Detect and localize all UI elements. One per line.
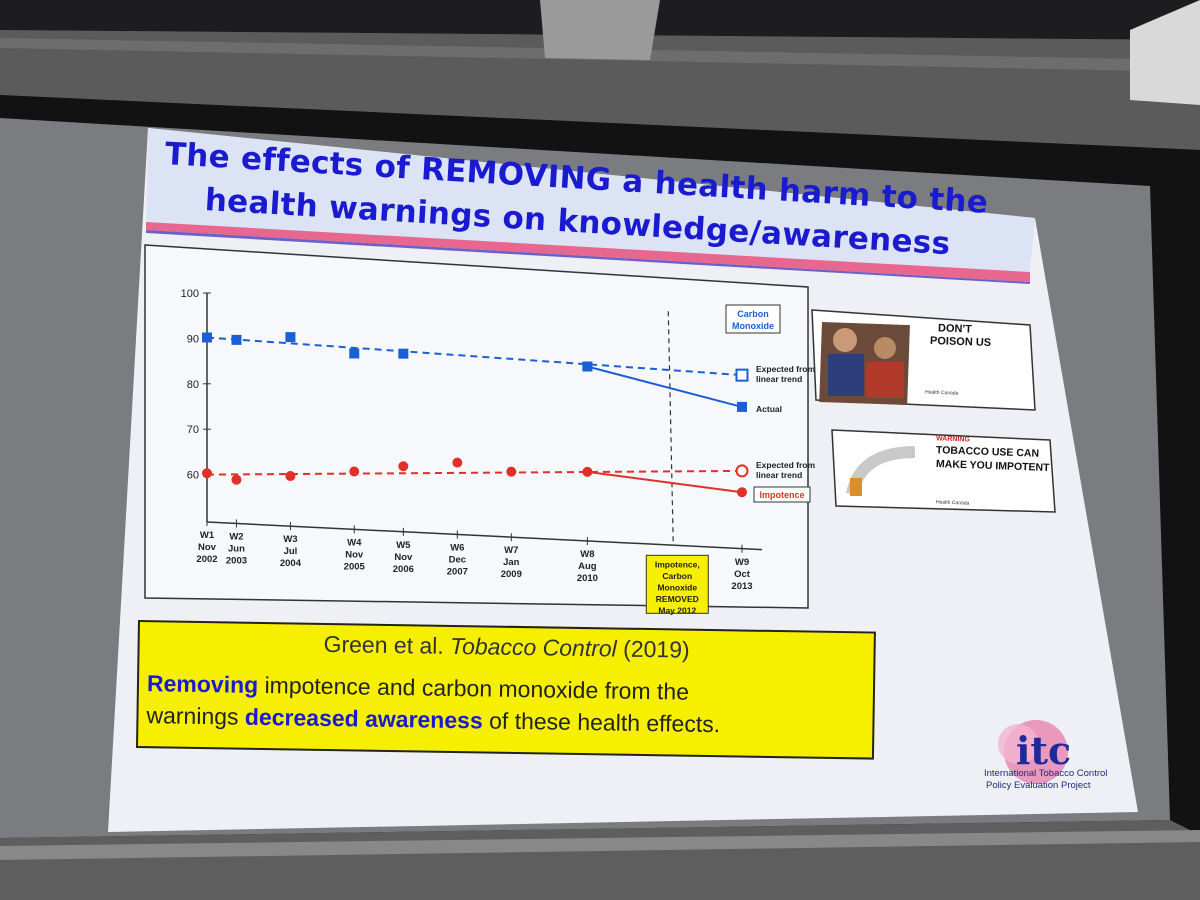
expected-label-0-0: Expected from: [756, 364, 815, 374]
summary-line-1-rest: impotence and carbon monoxide from the: [257, 671, 690, 705]
point-1-5: [452, 457, 463, 468]
itc-logo-text: itc: [1016, 728, 1071, 773]
point-1-2: [285, 471, 296, 482]
series-name-1: Impotence: [759, 490, 804, 500]
x-tick-label-5-0: W6: [450, 543, 464, 554]
x-tick-label-6-2: 2009: [501, 569, 522, 580]
x-tick-label-4-2: 2006: [393, 564, 414, 575]
series-name-box-1: [753, 486, 811, 503]
series-name-box-0: [725, 304, 781, 334]
x-tick-label-8-0: W9: [735, 557, 749, 568]
x-tick-label-3-2: 2005: [344, 561, 366, 572]
x-tick-label-0-1: Nov: [198, 542, 217, 553]
x-tick-label-2-0: W3: [283, 534, 297, 545]
expected-label-1-1: linear trend: [756, 470, 802, 480]
x-tick-label-7-1: Aug: [578, 561, 597, 572]
x-tick-label-5-2: 2007: [447, 567, 468, 578]
series-name-0-a: Carbon: [737, 309, 769, 319]
point-1-0: [202, 468, 212, 479]
summary-line-2: warnings decreased awareness of these he…: [146, 702, 720, 738]
x-tick-label-1-2: 2003: [226, 555, 247, 566]
x-tick-label-3-0: W4: [347, 537, 362, 548]
x-tick-label-8-2: 2013: [731, 581, 752, 592]
x-tick-label-4-1: Nov: [394, 552, 413, 563]
x-tick-label-7-2: 2010: [577, 573, 598, 584]
point-1-6: [506, 466, 517, 477]
x-tick-label-0-2: 2002: [196, 554, 217, 565]
expected-point-0: [735, 368, 749, 382]
x-tick-label-2-1: Jul: [284, 546, 298, 557]
summary-line-2-end: of these health effects.: [482, 707, 721, 738]
trend-line-0: [206, 336, 743, 377]
citation: Green et al. Tobacco Control (2019): [139, 628, 873, 667]
point-0-4: [398, 348, 409, 359]
x-tick-label-3-1: Nov: [345, 549, 364, 560]
warning-2-footer: Health Canada: [935, 499, 970, 507]
summary-line-2-start: warnings: [146, 702, 246, 730]
trend-line-1: [206, 469, 743, 476]
point-0-1: [231, 334, 242, 345]
removal-label-2: Monoxide: [657, 582, 697, 592]
x-tick-label-7-0: W8: [580, 549, 594, 560]
expected-label-0-1: linear trend: [756, 374, 802, 384]
point-1-1: [231, 474, 242, 485]
itc-logo-icon: itc: [998, 720, 1071, 784]
point-1-7: [582, 466, 593, 477]
summary-line-1: Removing impotence and carbon monoxide f…: [147, 670, 689, 706]
removal-box: [645, 554, 709, 614]
x-tick-label-5-1: Dec: [449, 555, 466, 566]
citation-journal: Tobacco Control: [449, 632, 617, 662]
y-tick-label-1: 70: [187, 424, 199, 436]
x-tick-label-1-1: Jun: [228, 543, 245, 554]
x-axis: [206, 521, 763, 551]
y-tick-label-3: 90: [187, 333, 199, 345]
x-tick-label-0-0: W1: [200, 530, 215, 541]
warning-2-tag: WARNING: [935, 435, 970, 444]
actual-point-1: [737, 487, 747, 498]
citation-authors: Green et al.: [323, 630, 444, 659]
point-0-2: [285, 332, 296, 343]
y-tick-label-2: 80: [187, 379, 199, 391]
removal-label-1: Carbon: [662, 571, 692, 581]
chart-panel: [144, 244, 809, 609]
actual-label-0: Actual: [756, 404, 782, 414]
point-0-0: [202, 332, 212, 343]
x-tick-label-6-0: W7: [504, 545, 518, 556]
y-tick-label-0: 60: [187, 470, 199, 482]
point-0-3: [349, 348, 360, 359]
removal-label-0: Impotence,: [655, 559, 700, 569]
x-tick-label-4-0: W5: [396, 540, 411, 551]
actual-line-0: [587, 365, 743, 408]
actual-line-1: [587, 470, 743, 494]
point-1-3: [349, 466, 360, 477]
summary-box: Green et al. Tobacco Control (2019) Remo…: [135, 620, 876, 760]
expected-point-1: [735, 464, 749, 478]
x-tick-label-6-1: Jan: [503, 557, 520, 568]
summary-bold-removing: Removing: [146, 670, 259, 698]
itc-name-line-2: Policy Evaluation Project: [986, 780, 1091, 791]
removal-label-4: May 2012: [658, 605, 696, 615]
summary-bold-decreased: decreased awareness: [244, 703, 483, 734]
x-tick-label-8-1: Oct: [734, 569, 751, 580]
y-tick-label-4: 100: [181, 288, 199, 300]
series-name-0-b: Monoxide: [732, 321, 774, 331]
citation-year: (2019): [622, 635, 690, 663]
x-tick-label-2-2: 2004: [280, 558, 302, 569]
actual-point-0: [737, 401, 747, 412]
point-0-5: [582, 361, 593, 372]
x-tick-label-1-0: W2: [229, 531, 243, 542]
itc-name-line-1: International Tobacco Control: [984, 768, 1108, 779]
expected-label-1-0: Expected from: [756, 460, 815, 470]
point-1-4: [398, 461, 409, 472]
removal-line: [667, 311, 674, 546]
removal-label-3: REMOVED: [656, 594, 699, 604]
